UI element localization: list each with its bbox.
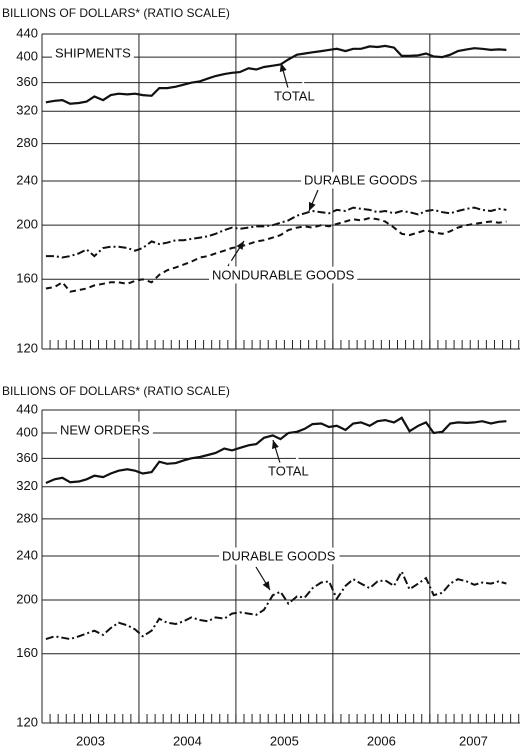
y-tick-label: 200 bbox=[16, 217, 38, 232]
y-tick-label: 280 bbox=[16, 135, 38, 150]
y-tick-label: 120 bbox=[16, 714, 38, 729]
y-axis-title: BILLIONS OF DOLLARS* (RATIO SCALE) bbox=[2, 6, 230, 20]
annotation-arrow bbox=[279, 62, 289, 89]
annotation: TOTAL bbox=[268, 463, 309, 478]
annotation: NONDURABLE GOODS bbox=[212, 267, 355, 282]
y-tick-label: 200 bbox=[16, 591, 38, 606]
y-tick-label: 160 bbox=[16, 645, 38, 660]
series-line bbox=[45, 216, 507, 293]
y-axis-title: BILLIONS OF DOLLARS* (RATIO SCALE) bbox=[2, 384, 230, 398]
y-tick-label: 400 bbox=[16, 49, 38, 64]
y-tick-label: 320 bbox=[16, 103, 38, 118]
annotation-arrow bbox=[272, 439, 281, 464]
x-tick-label: 2006 bbox=[367, 733, 396, 748]
annotation-arrow bbox=[227, 240, 245, 267]
annotation: DURABLE GOODS bbox=[222, 548, 336, 563]
annotation-arrow bbox=[255, 566, 271, 591]
x-tick-label: 2005 bbox=[270, 733, 299, 748]
y-tick-label: 360 bbox=[16, 450, 38, 465]
x-tick-label: 2007 bbox=[459, 733, 488, 748]
y-tick-label: 160 bbox=[16, 271, 38, 286]
y-tick-label: 280 bbox=[16, 510, 38, 525]
y-tick-label: 440 bbox=[16, 401, 38, 416]
y-tick-label: 320 bbox=[16, 478, 38, 493]
y-tick-label: 240 bbox=[16, 172, 38, 187]
x-tick-label: 2004 bbox=[173, 733, 202, 748]
series-line bbox=[45, 416, 507, 485]
y-tick-label: 240 bbox=[16, 547, 38, 562]
series-line bbox=[45, 206, 507, 259]
y-tick-label: 440 bbox=[16, 25, 38, 40]
annotation-arrow bbox=[308, 189, 319, 212]
x-tick-label: 2003 bbox=[76, 733, 105, 748]
y-tick-label: 120 bbox=[16, 340, 38, 355]
y-tick-label: 400 bbox=[16, 424, 38, 439]
annotation: DURABLE GOODS bbox=[304, 172, 418, 187]
annotation: NEW ORDERS bbox=[60, 422, 150, 437]
series-line bbox=[45, 44, 507, 105]
annotation: TOTAL bbox=[274, 88, 315, 103]
series-line bbox=[45, 569, 507, 641]
y-tick-label: 360 bbox=[16, 74, 38, 89]
annotation: SHIPMENTS bbox=[55, 45, 131, 60]
